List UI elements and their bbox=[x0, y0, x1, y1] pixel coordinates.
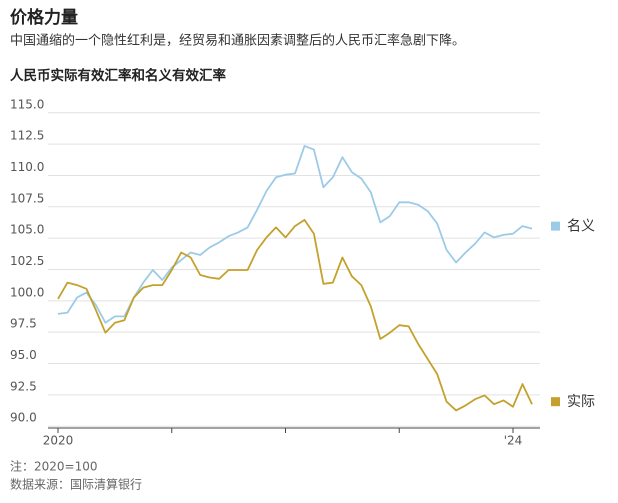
chart-title: 人民币实际有效汇率和名义有效汇率 bbox=[10, 67, 226, 84]
y-tick-label: 102.5 bbox=[10, 254, 44, 268]
y-tick-label: 100.0 bbox=[10, 285, 44, 299]
x-tick-label: 2020 bbox=[43, 434, 74, 448]
y-tick-label: 112.5 bbox=[10, 129, 44, 143]
y-tick-label: 95.0 bbox=[10, 348, 37, 362]
y-tick-label: 92.5 bbox=[10, 379, 37, 393]
y-tick-label: 97.5 bbox=[10, 317, 37, 331]
note: 注：2020=100 bbox=[10, 459, 98, 474]
legend-label: 名义 bbox=[567, 219, 595, 235]
y-tick-label: 110.0 bbox=[10, 160, 44, 174]
source: 数据来源：国际清算银行 bbox=[10, 477, 142, 492]
y-tick-label: 105.0 bbox=[10, 223, 44, 237]
title: 价格力量 bbox=[10, 7, 78, 28]
series-line bbox=[57, 145, 533, 324]
legend-swatch bbox=[551, 397, 560, 407]
x-tick-label: '24 bbox=[504, 434, 523, 448]
series-line bbox=[57, 219, 533, 412]
legend-swatch bbox=[551, 221, 560, 231]
y-tick-label: 107.5 bbox=[10, 191, 44, 205]
subtitle: 中国通缩的一个隐性红利是，经贸易和通胀因素调整后的人民币汇率急剧下降。 bbox=[10, 33, 465, 49]
y-tick-label: 90.0 bbox=[10, 411, 37, 425]
y-tick-label: 115.0 bbox=[10, 97, 44, 111]
legend-label: 实际 bbox=[567, 394, 595, 410]
